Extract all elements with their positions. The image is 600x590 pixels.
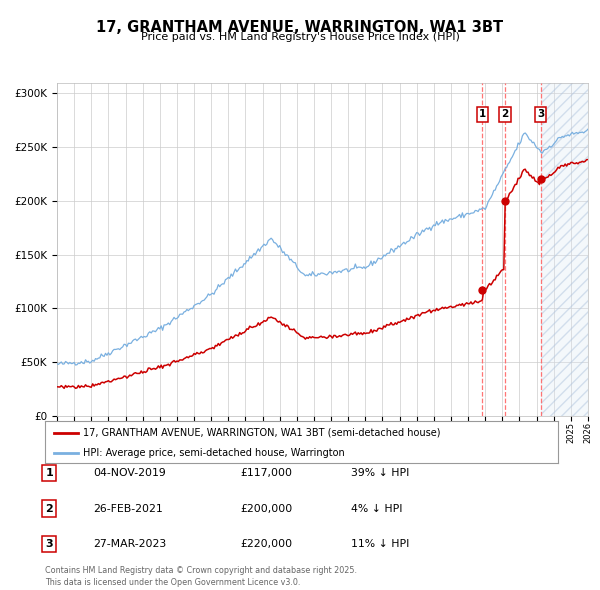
Text: 04-NOV-2019: 04-NOV-2019 — [93, 468, 166, 478]
Text: Price paid vs. HM Land Registry's House Price Index (HPI): Price paid vs. HM Land Registry's House … — [140, 32, 460, 42]
Text: 3: 3 — [46, 539, 53, 549]
Text: 3: 3 — [537, 109, 544, 119]
Text: £220,000: £220,000 — [240, 539, 292, 549]
Text: 2: 2 — [501, 109, 509, 119]
Bar — [541, 83, 588, 416]
Text: Contains HM Land Registry data © Crown copyright and database right 2025.
This d: Contains HM Land Registry data © Crown c… — [45, 566, 357, 587]
Text: £200,000: £200,000 — [240, 504, 292, 513]
Text: 1: 1 — [46, 468, 53, 478]
Text: 39% ↓ HPI: 39% ↓ HPI — [351, 468, 409, 478]
Text: 17, GRANTHAM AVENUE, WARRINGTON, WA1 3BT (semi-detached house): 17, GRANTHAM AVENUE, WARRINGTON, WA1 3BT… — [83, 428, 441, 438]
Text: 1: 1 — [479, 109, 486, 119]
Text: HPI: Average price, semi-detached house, Warrington: HPI: Average price, semi-detached house,… — [83, 448, 345, 457]
Text: 17, GRANTHAM AVENUE, WARRINGTON, WA1 3BT: 17, GRANTHAM AVENUE, WARRINGTON, WA1 3BT — [97, 20, 503, 35]
Text: 2: 2 — [46, 504, 53, 513]
Text: £117,000: £117,000 — [240, 468, 292, 478]
Text: 4% ↓ HPI: 4% ↓ HPI — [351, 504, 403, 513]
Text: 26-FEB-2021: 26-FEB-2021 — [93, 504, 163, 513]
Bar — [541, 83, 588, 416]
Text: 11% ↓ HPI: 11% ↓ HPI — [351, 539, 409, 549]
Text: 27-MAR-2023: 27-MAR-2023 — [93, 539, 166, 549]
